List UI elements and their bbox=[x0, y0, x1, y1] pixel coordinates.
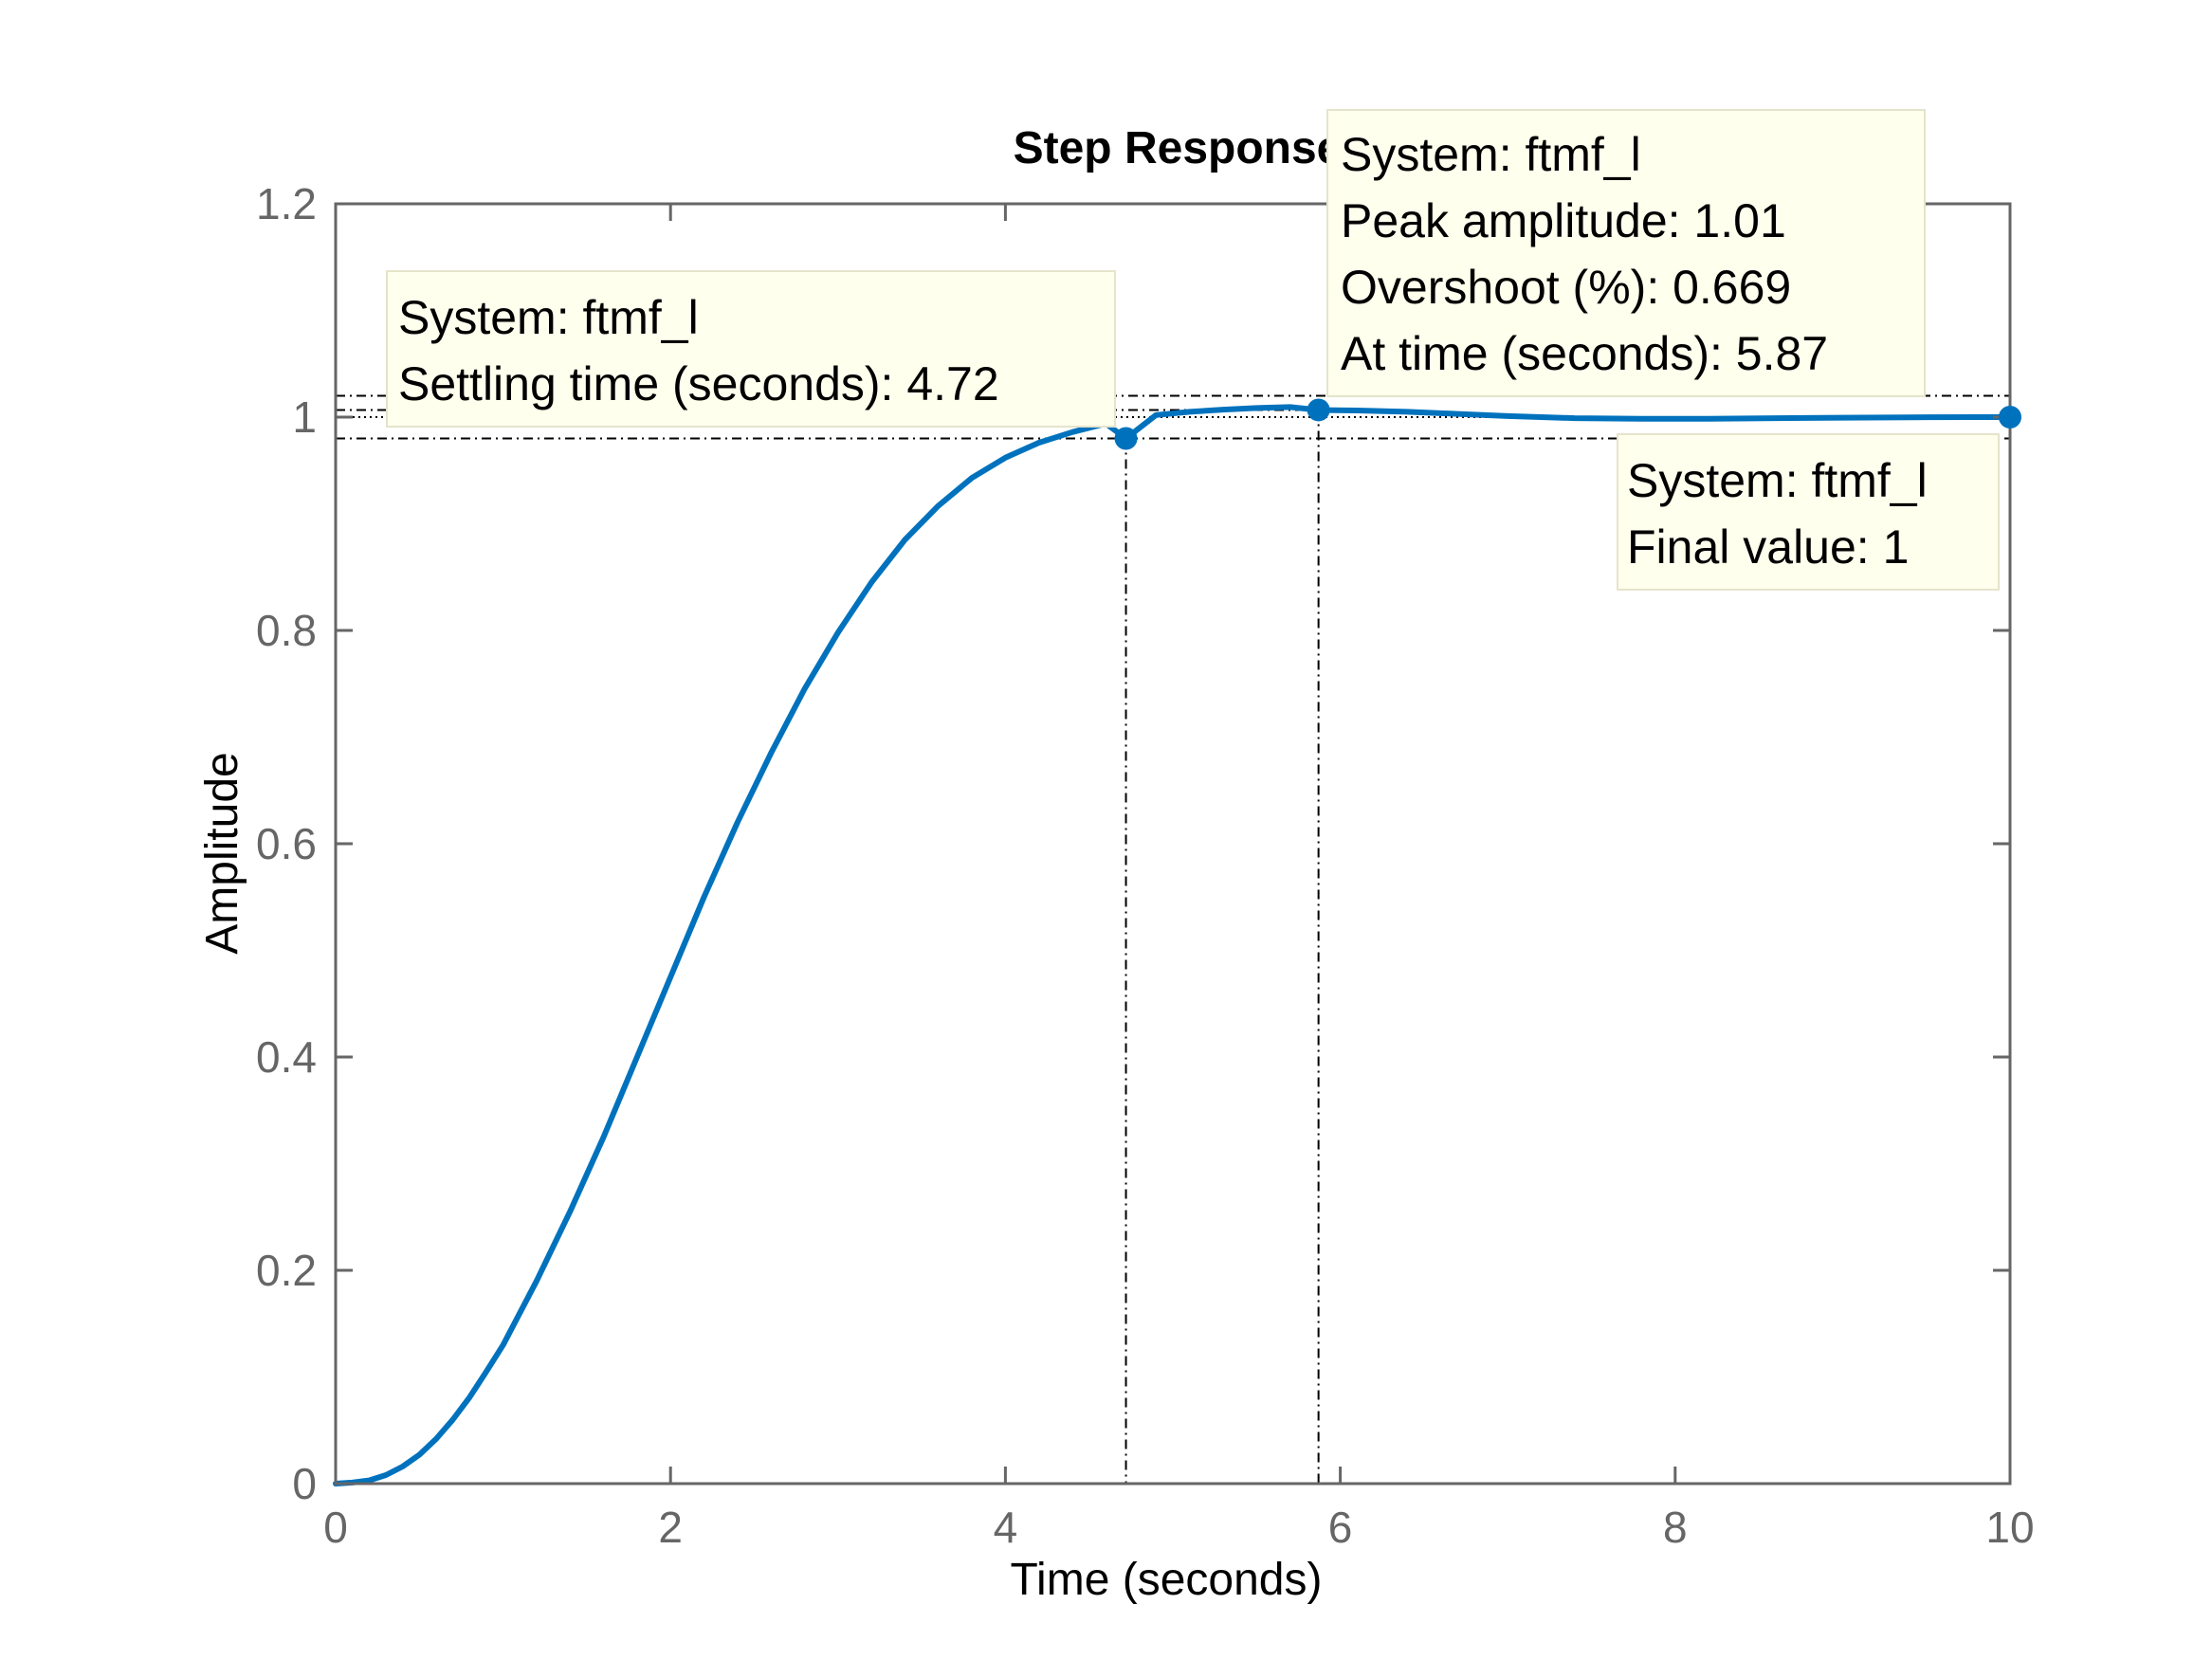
y-ticks: 0 0.2 0.4 0.6 0.8 1 1.2 bbox=[256, 179, 2010, 1508]
final-datatip[interactable]: System: ftmf_l Final value: 1 bbox=[1617, 433, 2000, 591]
data-markers bbox=[1114, 398, 2021, 450]
x-tick-label: 0 bbox=[323, 1503, 348, 1552]
datatip-line: At time (seconds): 5.87 bbox=[1341, 327, 1828, 380]
x-tick-label: 10 bbox=[1985, 1503, 2034, 1552]
datatip-line: System: ftmf_l bbox=[1627, 454, 1928, 507]
x-tick-label: 2 bbox=[658, 1503, 683, 1552]
peak-marker bbox=[1307, 398, 1330, 422]
y-tick-label: 0.6 bbox=[256, 819, 317, 868]
x-tick-label: 4 bbox=[994, 1503, 1018, 1552]
y-tick-label: 0.8 bbox=[256, 606, 317, 655]
peak-datatip[interactable]: System: ftmf_l Peak amplitude: 1.01 Over… bbox=[1326, 109, 1926, 397]
y-tick-label: 1.2 bbox=[256, 179, 317, 228]
x-tick-label: 6 bbox=[1328, 1503, 1353, 1552]
datatip-line: Overshoot (%): 0.669 bbox=[1341, 261, 1791, 314]
y-tick-label: 0.2 bbox=[256, 1246, 317, 1295]
y-axis-label: Amplitude bbox=[197, 752, 247, 954]
x-tick-label: 8 bbox=[1663, 1503, 1688, 1552]
series-group bbox=[333, 404, 2013, 1486]
datatip-line: System: ftmf_l bbox=[398, 291, 699, 344]
y-tick-label: 1 bbox=[292, 392, 317, 442]
settling-datatip[interactable]: System: ftmf_l Settling time (seconds): … bbox=[386, 270, 1116, 428]
datatip-line: Peak amplitude: 1.01 bbox=[1341, 194, 1786, 247]
y-tick-label: 0 bbox=[292, 1459, 317, 1508]
x-axis-label: Time (seconds) bbox=[1011, 1555, 1323, 1605]
final-marker bbox=[1999, 406, 2021, 428]
y-tick-label: 0.4 bbox=[256, 1032, 317, 1082]
chart-title: Step Response bbox=[1014, 123, 1343, 173]
datatip-line: Final value: 1 bbox=[1627, 520, 1909, 574]
series-line-0 bbox=[333, 404, 2013, 1486]
datatip-line: Settling time (seconds): 4.72 bbox=[398, 357, 999, 410]
settling-marker bbox=[1114, 427, 1138, 450]
datatip-line: System: ftmf_l bbox=[1341, 128, 1641, 181]
